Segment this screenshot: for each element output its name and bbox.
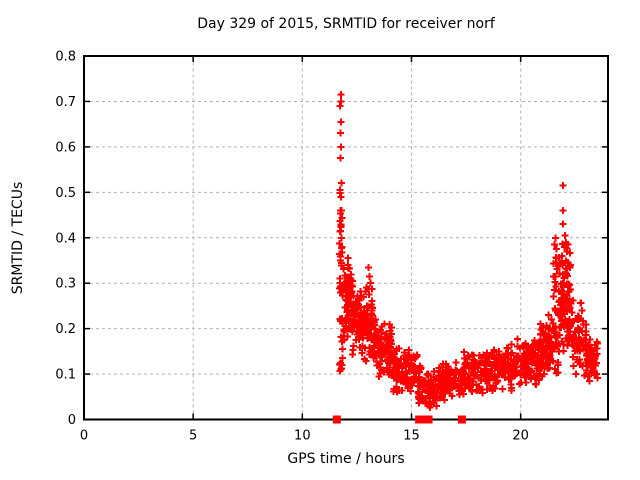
x-tick-label: 10 [294,429,311,444]
x-tick-label: 5 [189,429,197,444]
y-tick-label: 0 [68,413,76,428]
y-tick-label: 0.3 [55,277,76,292]
data-points [336,91,601,411]
y-tick-label: 0.8 [55,50,76,65]
zero-value-marker [424,415,433,424]
chart-title: Day 329 of 2015, SRMTID for receiver nor… [197,16,496,32]
zero-value-marker [457,415,466,424]
y-tick-label: 0.7 [55,95,76,110]
y-tick-label: 0.2 [55,322,76,337]
x-tick-label: 15 [403,429,420,444]
zero-value-marker [332,415,341,424]
tick-layer: 0 5 10 15 20 0 0.1 0.2 0.3 0.4 0.5 0.6 0.7 0.8 [55,50,608,444]
y-tick-label: 0.4 [55,231,76,246]
y-axis-label: SRMTID / TECUs [10,182,26,295]
x-tick-label: 20 [512,429,529,444]
data-layer [332,91,601,424]
y-tick-label: 0.6 [55,140,76,155]
x-tick-label: 0 [80,429,88,444]
x-axis-label: GPS time / hours [287,451,404,467]
y-tick-label: 0.5 [55,186,76,201]
y-tick-label: 0.1 [55,368,76,383]
